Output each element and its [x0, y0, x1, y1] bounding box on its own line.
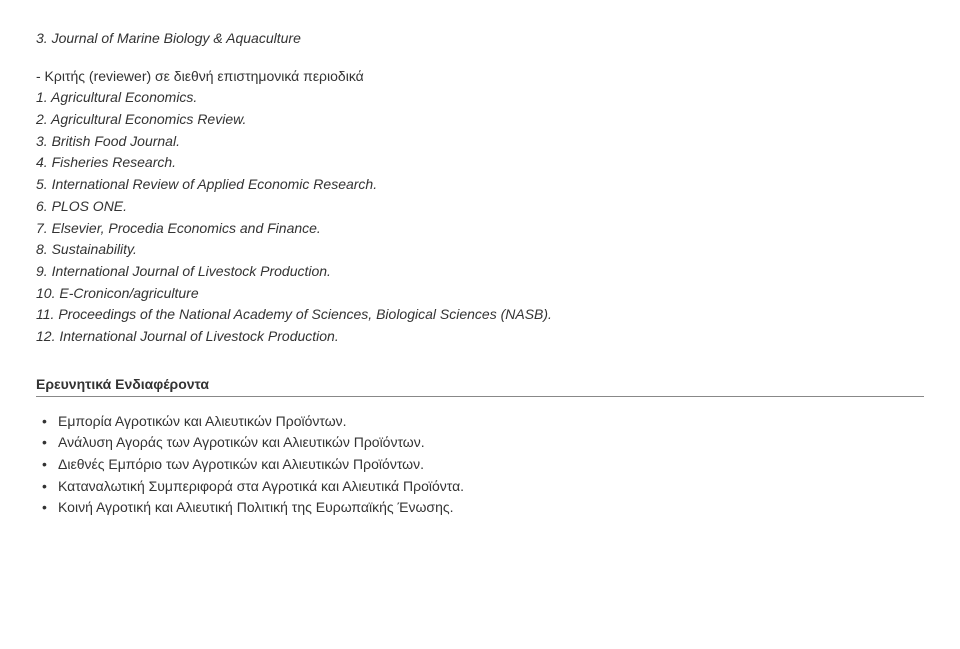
reviewer-list-item: 3. British Food Journal. [36, 131, 924, 153]
reviewer-list-item: 2. Agricultural Economics Review. [36, 109, 924, 131]
reviewer-list-item: 1. Agricultural Economics. [36, 87, 924, 109]
reviewer-list-item: 11. Proceedings of the National Academy … [36, 304, 924, 326]
reviewer-list-item: 7. Elsevier, Procedia Economics and Fina… [36, 218, 924, 240]
reviewer-list-item: 10. E-Cronicon/agriculture [36, 283, 924, 305]
reviewer-list-item: 6. PLOS ONE. [36, 196, 924, 218]
reviewer-list-item: 4. Fisheries Research. [36, 152, 924, 174]
reviewer-list-item: 5. International Review of Applied Econo… [36, 174, 924, 196]
reviewer-list-item: 8. Sustainability. [36, 239, 924, 261]
reviewer-list-item: 12. International Journal of Livestock P… [36, 326, 924, 348]
list-item: Κοινή Αγροτική και Αλιευτική Πολιτική τη… [36, 497, 924, 519]
list-item: Καταναλωτική Συμπεριφορά στα Αγροτικά κα… [36, 476, 924, 498]
reviewer-heading: - Κριτής (reviewer) σε διεθνή επιστημονι… [36, 66, 924, 88]
list-item: Διεθνές Εμπόριο των Αγροτικών και Αλιευτ… [36, 454, 924, 476]
interests-list: Εμπορία Αγροτικών και Αλιευτικών Προϊόντ… [36, 411, 924, 519]
list-item: Ανάλυση Αγοράς των Αγροτικών και Αλιευτι… [36, 432, 924, 454]
reviewer-list-item: 9. International Journal of Livestock Pr… [36, 261, 924, 283]
list-item: Εμπορία Αγροτικών και Αλιευτικών Προϊόντ… [36, 411, 924, 433]
top-list-item: 3. Journal of Marine Biology & Aquacultu… [36, 28, 924, 50]
section-header-research-interests: Ερευνητικά Ενδιαφέροντα [36, 376, 924, 397]
